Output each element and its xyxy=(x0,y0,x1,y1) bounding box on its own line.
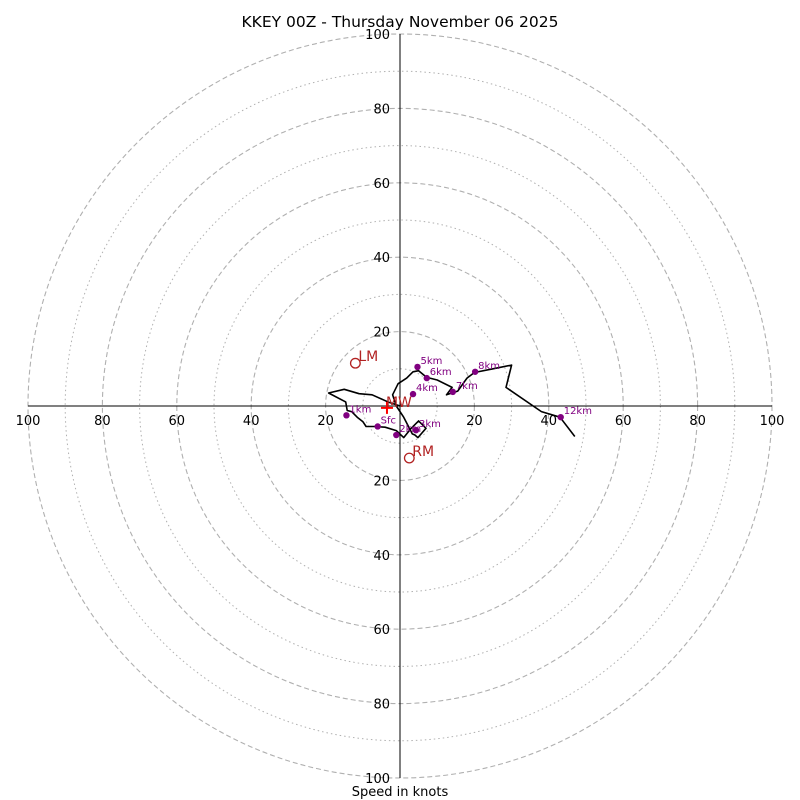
y-tick-label: 80 xyxy=(373,698,390,713)
height-marker-6km xyxy=(423,374,430,382)
y-tick-label: 100 xyxy=(365,772,390,787)
height-label-8km: 8km xyxy=(478,361,500,372)
x-tick-label: 80 xyxy=(94,414,111,429)
height-marker-2km xyxy=(393,431,400,439)
x-tick-label: 100 xyxy=(16,414,41,429)
height-marker-1km xyxy=(343,412,350,419)
x-axis-label: Speed in knots xyxy=(352,785,449,800)
height-marker-5km xyxy=(414,363,421,371)
right-mover-marker xyxy=(403,452,415,464)
height-marker-3km xyxy=(412,426,420,434)
left-mover-label: LM xyxy=(358,349,378,365)
mean-wind-label: MW xyxy=(386,395,412,411)
x-tick-label: 40 xyxy=(243,414,260,429)
x-tick-label: 60 xyxy=(615,414,632,429)
height-marker-Sfc xyxy=(374,423,381,430)
height-label-6km: 6km xyxy=(430,367,452,378)
y-tick-label: 80 xyxy=(373,102,390,117)
mean-wind-marker xyxy=(380,401,393,414)
height-marker-4km xyxy=(409,390,417,398)
y-tick-label: 20 xyxy=(373,474,390,489)
height-label-7km: 7km xyxy=(456,381,478,392)
x-tick-label: 20 xyxy=(317,414,334,429)
storm-motion-group: MW LM RM xyxy=(349,349,434,464)
height-marker-7km xyxy=(449,388,457,396)
x-tick-label: 60 xyxy=(169,414,186,429)
height-label-Sfc: Sfc xyxy=(381,415,396,426)
y-tick-label: 60 xyxy=(373,623,390,638)
height-label-12km: 12km xyxy=(564,406,592,417)
chart-title: KKEY 00Z - Thursday November 06 2025 xyxy=(242,13,559,31)
tick-label-group: 100 80 60 40 20 20 40 60 80 100 20 40 60 80 100 20 40 60 8… xyxy=(16,28,785,787)
height-label-3km: 3km xyxy=(419,419,441,430)
height-marker-12km xyxy=(557,413,564,421)
x-tick-label: 80 xyxy=(689,414,706,429)
height-label-2km: 2km xyxy=(399,424,421,435)
right-mover-label: RM xyxy=(412,444,434,460)
height-label-5km: 5km xyxy=(420,356,442,367)
hodograph-trace-line xyxy=(327,364,576,439)
y-tick-label: 40 xyxy=(373,549,390,564)
x-tick-label: 20 xyxy=(466,414,483,429)
x-tick-label: 100 xyxy=(760,414,785,429)
y-tick-label: 20 xyxy=(373,326,390,341)
y-tick-label: 100 xyxy=(365,28,390,43)
y-tick-label: 40 xyxy=(373,251,390,266)
height-marker-8km xyxy=(471,368,479,375)
y-tick-label: 60 xyxy=(373,177,390,192)
left-mover-marker xyxy=(349,357,361,369)
trace-group xyxy=(327,364,576,439)
x-tick-label: 40 xyxy=(541,414,558,429)
height-label-4km: 4km xyxy=(416,383,438,394)
height-label-1km: 1km xyxy=(349,404,371,415)
